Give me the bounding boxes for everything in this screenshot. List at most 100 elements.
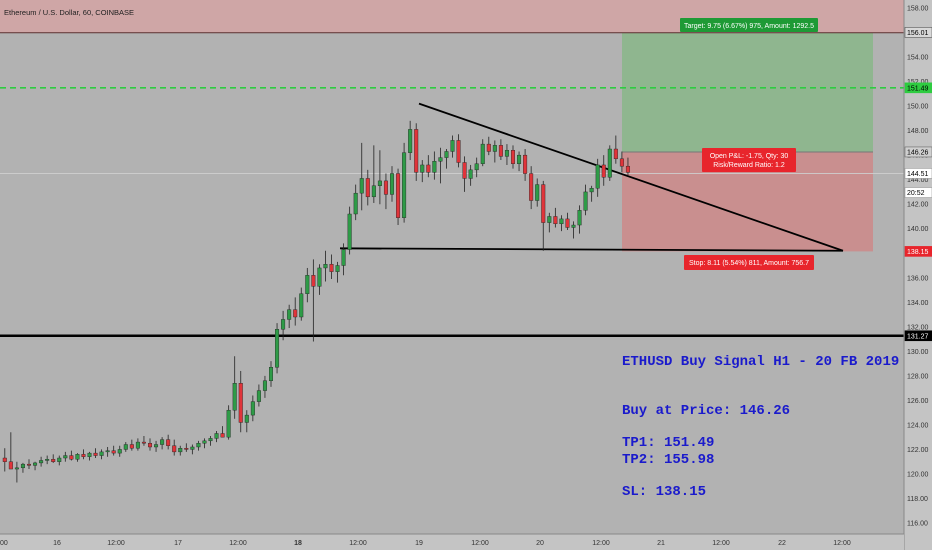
candle	[75, 453, 80, 462]
candle-body	[51, 459, 56, 462]
candle-body	[408, 129, 413, 153]
price-tag-labels: 156.01 151.49 146.26 144.51 20:52 138.15 131.2…	[904, 27, 932, 342]
candle	[432, 151, 437, 180]
candle	[105, 446, 110, 457]
horizontal-support-drawing[interactable]	[339, 247, 844, 252]
candle	[486, 136, 491, 156]
candle-body	[468, 169, 473, 179]
candle	[111, 445, 116, 456]
candle	[571, 221, 576, 239]
candle	[504, 144, 509, 165]
candle-body	[305, 275, 310, 294]
candle-body	[589, 188, 594, 193]
price-tag: 151.49	[904, 82, 932, 94]
y-tick-label: 140.00	[907, 226, 929, 233]
candle-body	[299, 293, 304, 318]
candle-body	[353, 192, 358, 215]
stop-label: Stop: 8.11 (5.54%) 811, Amount: 756.7	[684, 255, 814, 270]
candle-body	[33, 462, 38, 466]
y-tick-label: 122.00	[907, 447, 929, 454]
candle-body	[281, 319, 286, 330]
candle-body	[129, 444, 134, 449]
price-tag-text: 138.15	[907, 249, 929, 256]
x-tick-label: 12:00	[349, 540, 367, 547]
signal-title: ETHUSD Buy Signal H1 - 20 FB 2019	[622, 354, 899, 370]
x-tick-label: 20	[536, 540, 544, 547]
candle-body	[625, 165, 630, 173]
candles-group	[2, 120, 630, 483]
candle	[517, 151, 522, 172]
candle	[613, 135, 618, 164]
candle-body	[238, 383, 243, 423]
candle	[492, 140, 497, 163]
candle-body	[147, 443, 152, 448]
candle-body	[444, 151, 449, 158]
y-tick-label: 136.00	[907, 275, 929, 282]
candle-body	[553, 216, 558, 225]
candle	[135, 438, 140, 451]
candle-body	[27, 463, 32, 466]
descending-trendline[interactable]	[418, 102, 844, 252]
candle-body	[275, 329, 280, 368]
candle	[287, 304, 292, 329]
candle-body	[184, 448, 189, 450]
candle	[523, 149, 528, 181]
y-tick-label: 150.00	[907, 104, 929, 111]
candle	[87, 451, 92, 461]
time-axis[interactable]	[0, 533, 904, 550]
candle	[601, 155, 606, 186]
candle-body	[232, 383, 237, 411]
target-label: Target: 9.75 (6.67%) 975, Amount: 1292.5	[680, 18, 818, 32]
candle-body	[220, 433, 225, 438]
candle	[365, 169, 370, 206]
candle-body	[371, 185, 376, 198]
candle-body	[256, 390, 261, 402]
candle	[329, 254, 334, 279]
candle-body	[607, 148, 612, 178]
price-tag-text: 146.26	[907, 149, 929, 156]
candle-body	[486, 143, 491, 152]
candle-body	[432, 161, 437, 173]
candle	[232, 356, 237, 419]
candle-body	[396, 173, 401, 218]
candle	[63, 451, 68, 462]
candle	[511, 145, 516, 169]
x-tick-label: 12:00	[592, 540, 610, 547]
candle	[208, 435, 213, 446]
candle	[281, 310, 286, 341]
candle-body	[504, 150, 509, 157]
y-tick-label: 144.00	[907, 177, 929, 184]
candle-body	[178, 448, 183, 453]
candle-body	[511, 150, 516, 164]
candle	[117, 445, 122, 457]
candle	[577, 205, 582, 234]
candle-body	[262, 380, 267, 391]
candle-body	[541, 184, 546, 223]
candle-body	[492, 145, 497, 152]
candle-body	[529, 173, 534, 201]
candle-body	[577, 210, 582, 226]
candle-body	[390, 173, 395, 195]
stop-label-text: Stop: 8.11 (5.54%) 811, Amount: 756.7	[689, 260, 809, 267]
candle	[341, 243, 346, 276]
signal-tp2: TP2: 155.98	[622, 452, 714, 468]
candle-body	[377, 180, 382, 186]
candle-body	[474, 163, 479, 171]
candle	[420, 160, 425, 183]
candle	[583, 184, 588, 216]
signal-panel: ETHUSD Buy Signal H1 - 20 FB 2019 Buy at…	[622, 354, 899, 500]
candle-body	[166, 439, 171, 446]
price-tag-text: 151.49	[907, 85, 929, 92]
candle	[57, 455, 62, 466]
candle	[335, 261, 340, 283]
candle	[20, 462, 25, 473]
candle	[353, 184, 358, 221]
price-tag: 20:52	[904, 187, 932, 198]
candle-body	[105, 450, 110, 453]
candle-body	[571, 224, 576, 228]
price-tag: 131.27	[904, 330, 932, 342]
candle	[214, 431, 219, 443]
candle-body	[595, 164, 600, 189]
